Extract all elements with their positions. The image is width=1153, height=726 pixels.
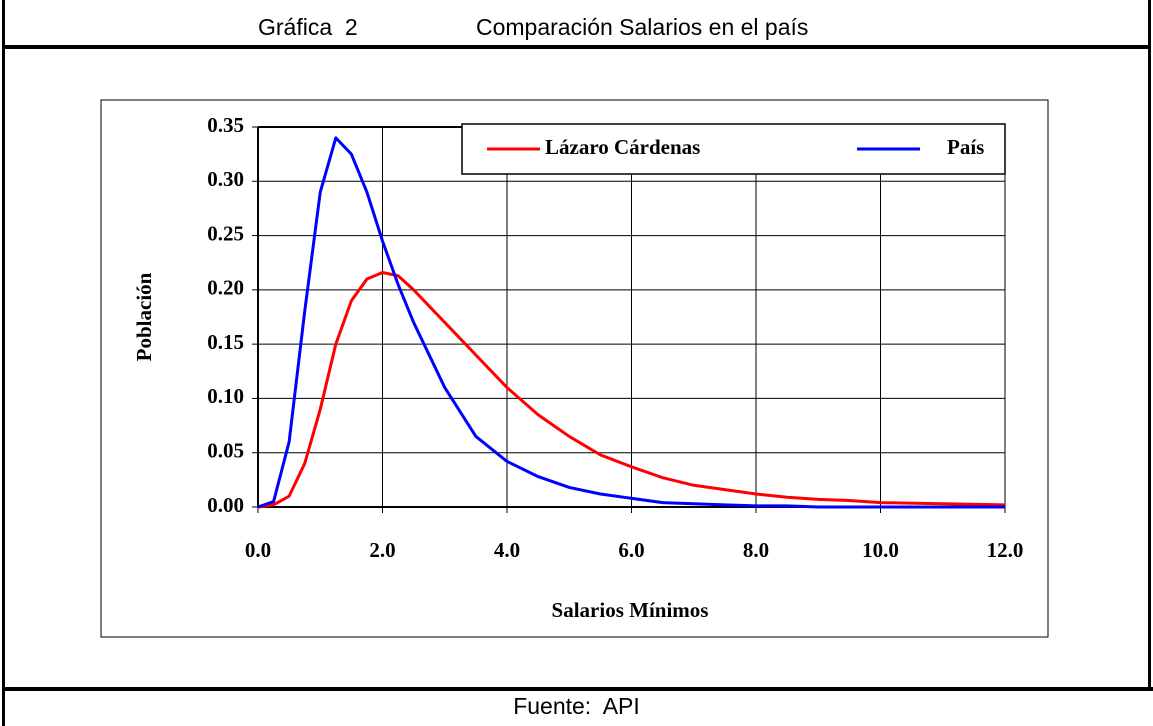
y-tick-label: 0.20 [207,276,244,300]
footer: Fuente: API [513,693,640,719]
x-tick-label: 6.0 [618,538,644,562]
x-tick-label: 0.0 [245,538,271,562]
y-tick-label: 0.35 [207,113,244,137]
right-border [1148,0,1151,690]
line-series [257,270,1006,509]
line-series [257,136,1005,509]
header-rule [2,45,1151,49]
legend-label: País [947,135,984,159]
chart-frame [100,99,1049,638]
y-tick-label: 0.30 [207,167,244,191]
y-tick-label: 0.05 [207,439,244,463]
figure-number: Gráfica 2 [258,14,358,40]
footer-rule [2,687,1153,691]
x-tick-label: 12.0 [987,538,1024,562]
y-tick-label: 0.15 [207,330,244,354]
y-tick-label: 0.25 [207,221,244,245]
y-tick-label: 0.00 [207,493,244,517]
x-tick-label: 4.0 [494,538,520,562]
legend-box [461,123,1006,175]
x-axis-label: Salarios Mínimos [552,598,709,622]
x-tick-label: 10.0 [862,538,899,562]
x-tick-label: 8.0 [743,538,769,562]
left-border [2,0,5,726]
y-axis-label: Población [132,272,156,361]
figure-title: Comparación Salarios en el país [476,14,809,40]
legend-label: Lázaro Cárdenas [545,135,700,159]
y-tick-label: 0.10 [207,384,244,408]
x-tick-label: 2.0 [369,538,395,562]
